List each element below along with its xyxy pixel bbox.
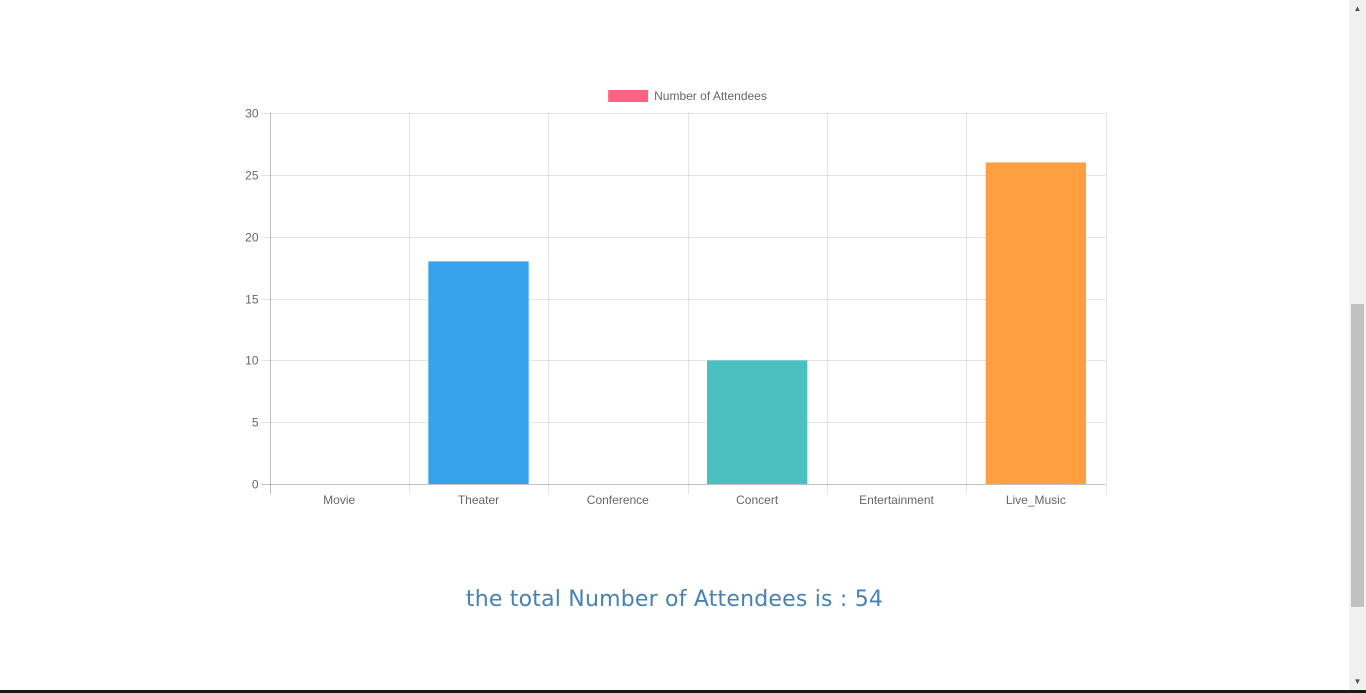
legend-label[interactable]: Number of Attendees [654,89,767,103]
chart-legend[interactable]: Number of Attendees [608,89,767,103]
chart-axes: 0 5 10 15 20 25 30 Movie Theater Conference Concer… [245,107,1106,507]
y-tick-label: 0 [252,478,259,492]
legend-swatch[interactable] [608,90,649,102]
window-bottom-border [0,690,1366,693]
y-tick-label: 20 [245,231,259,245]
bar-series [428,162,1086,484]
x-tick-label: Live_Music [1006,493,1066,507]
scroll-down-arrow-icon[interactable]: ▼ [1353,677,1362,686]
scroll-up-arrow-icon[interactable]: ▲ [1353,4,1362,13]
x-tick-label: Theater [458,493,499,507]
y-tick-label: 30 [245,107,259,121]
y-tick-label: 25 [245,169,259,183]
bar-theater[interactable] [428,261,529,484]
y-tick-label: 10 [245,354,259,368]
grid-lines [261,113,1107,494]
total-attendees-text: the total Number of Attendees is : 54 [465,587,884,612]
x-tick-label: Movie [323,493,355,507]
y-tick-label: 15 [245,293,259,307]
x-tick-label: Concert [736,493,779,507]
bar-concert[interactable] [707,360,808,484]
bar-live-music[interactable] [985,162,1086,484]
y-tick-label: 5 [252,416,259,430]
vertical-scrollbar[interactable]: ▲ ▼ [1349,0,1366,690]
x-tick-label: Conference [587,493,649,507]
scroll-thumb[interactable] [1351,304,1364,607]
bar-chart: 0 5 10 15 20 25 30 Movie Theater Conference Concer… [245,89,1107,507]
x-tick-label: Entertainment [859,493,934,507]
